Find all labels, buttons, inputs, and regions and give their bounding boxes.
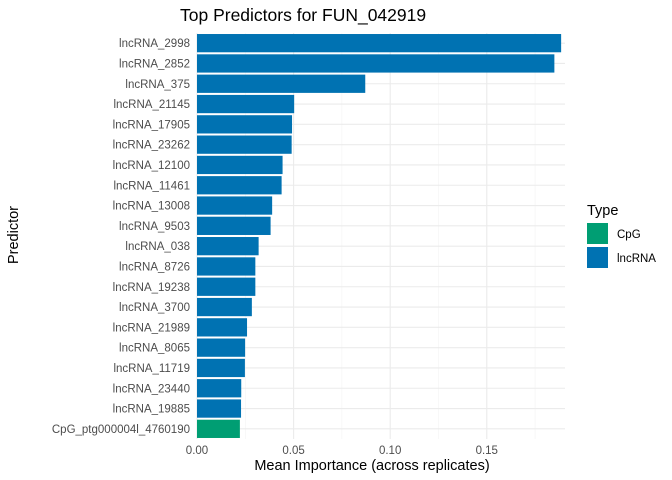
y-tick-labels: lncRNA_2998 lncRNA_2852 lncRNA_375 lncRNA_2…	[52, 38, 190, 436]
y-tick-label: lncRNA_13008	[113, 201, 190, 213]
x-tick-label: 0.00	[186, 445, 208, 457]
bar	[197, 135, 292, 154]
y-tick-label: lncRNA_038	[125, 241, 190, 253]
x-tick-labels: 0.00 0.05 0.10 0.15	[186, 445, 498, 457]
bar	[197, 379, 242, 398]
bar	[197, 216, 271, 235]
y-tick-label: lncRNA_17905	[113, 119, 190, 131]
bars	[197, 34, 562, 438]
y-tick-label: lncRNA_19238	[113, 282, 190, 294]
y-tick-label: lncRNA_8726	[119, 261, 190, 273]
bar	[197, 196, 273, 215]
y-tick-label: lncRNA_2852	[119, 58, 190, 70]
chart-title: Top Predictors for FUN_042919	[180, 5, 426, 26]
bar	[197, 318, 248, 337]
x-tick-label: 0.15	[476, 445, 498, 457]
bar	[197, 176, 282, 195]
y-tick-label: lncRNA_11719	[113, 363, 190, 375]
bar	[197, 358, 245, 378]
y-axis-title: Predictor	[6, 206, 22, 264]
y-tick-label: lncRNA_375	[125, 79, 190, 91]
bar	[197, 155, 283, 175]
y-tick-label: lncRNA_9503	[119, 221, 190, 233]
y-tick-label: CpG_ptg000004l_4760190	[52, 424, 190, 436]
bar	[197, 257, 256, 276]
bar	[197, 419, 240, 438]
bar	[197, 399, 242, 418]
bar	[197, 34, 562, 53]
bar	[197, 297, 252, 317]
y-tick-label: lncRNA_12100	[113, 160, 190, 172]
x-tick-label: 0.10	[379, 445, 401, 457]
y-tick-label: lncRNA_21145	[113, 99, 190, 111]
grid-lines	[196, 33, 565, 439]
legend-title: Type	[587, 203, 618, 219]
x-axis-title: Mean Importance (across replicates)	[254, 458, 489, 474]
legend-label: lncRNA	[617, 253, 656, 265]
legend-swatch	[587, 223, 608, 244]
bar	[197, 74, 366, 93]
y-tick-label: lncRNA_11461	[113, 180, 190, 192]
y-tick-label: lncRNA_21989	[113, 322, 190, 334]
y-tick-label: lncRNA_8065	[119, 343, 190, 355]
bar	[197, 54, 555, 73]
bar	[197, 237, 259, 256]
y-tick-label: lncRNA_2998	[119, 38, 190, 50]
y-tick-label: lncRNA_23262	[113, 140, 190, 152]
legend-label: CpG	[617, 229, 641, 241]
bar	[197, 94, 295, 114]
legend: Type CpG lncRNA	[587, 203, 656, 268]
y-tick-label: lncRNA_3700	[119, 302, 190, 314]
bar	[197, 338, 246, 357]
legend-swatch	[587, 247, 608, 268]
bar	[197, 277, 256, 296]
bar	[197, 115, 293, 134]
y-tick-label: lncRNA_19885	[113, 404, 190, 416]
x-tick-label: 0.05	[282, 445, 304, 457]
y-tick-label: lncRNA_23440	[113, 383, 190, 395]
